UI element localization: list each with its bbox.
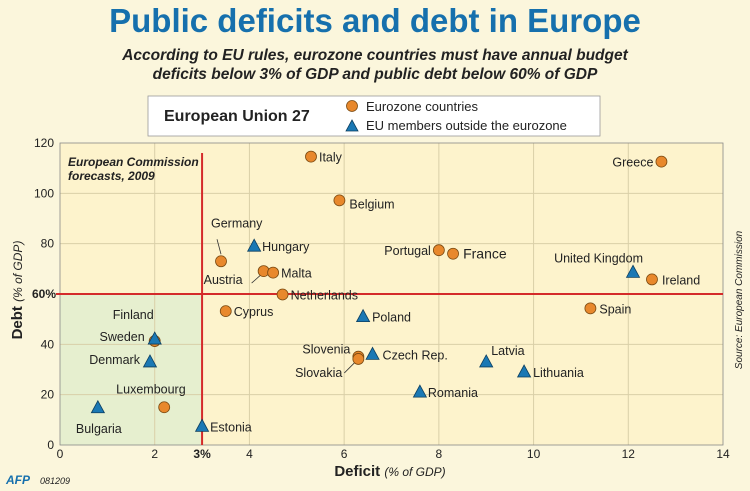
point-italy <box>305 150 317 163</box>
label-latvia: Latvia <box>491 344 524 358</box>
debt-threshold-label: 60% <box>32 287 56 301</box>
x-tick-label: 12 <box>622 447 636 461</box>
point-malta <box>267 266 280 279</box>
point-lithuania <box>516 364 532 378</box>
x-tick-label: 10 <box>527 447 541 461</box>
deficit-threshold-label: 3% <box>193 447 211 461</box>
compliant-zone <box>60 294 203 445</box>
legend-eurozone-marker <box>346 100 358 112</box>
label-czech-rep: Czech Rep. <box>383 348 448 362</box>
point-united-kingdom <box>625 264 641 278</box>
point-slovakia <box>352 353 365 365</box>
x-tick-label: 8 <box>436 447 443 461</box>
label-portugal: Portugal <box>384 244 431 258</box>
y-tick-label: 0 <box>47 438 54 452</box>
label-hungary: Hungary <box>262 240 310 254</box>
label-spain: Spain <box>599 302 631 316</box>
y-tick-label: 120 <box>34 136 54 150</box>
label-poland: Poland <box>372 311 411 325</box>
point-luxembourg <box>158 401 171 414</box>
point-estonia <box>194 418 210 432</box>
x-tick-label: 6 <box>341 447 348 461</box>
y-tick-label: 20 <box>41 388 55 402</box>
axis-ticks: 0 2 4 6 8 10 12 14 0 20 40 80 100 120 <box>34 136 730 461</box>
label-germany: Germany <box>211 216 263 230</box>
leader-slovakia <box>344 362 355 374</box>
label-greece: Greece <box>612 156 653 170</box>
y-tick-label: 80 <box>41 237 55 251</box>
point-sweden <box>147 331 162 345</box>
legend-eurozone-label: Eurozone countries <box>366 99 479 114</box>
point-denmark <box>142 354 158 368</box>
subtitle-line-2: deficits below 3% of GDP and public debt… <box>152 66 598 83</box>
legend-box <box>147 95 601 137</box>
point-cyprus <box>219 305 232 318</box>
label-leaders <box>216 239 355 374</box>
point-germany <box>215 255 227 268</box>
y-axis-unit: (% of GDP) <box>11 241 25 302</box>
x-tick-label: 2 <box>151 447 158 461</box>
point-czech-rep <box>365 346 380 360</box>
point-spain <box>584 302 597 315</box>
point-latvia <box>479 354 494 368</box>
y-axis-label: Debt <box>9 306 26 339</box>
y-tick-label: 40 <box>41 337 55 351</box>
label-austria: Austria <box>204 273 243 287</box>
label-united-kingdom: United Kingdom <box>554 251 643 265</box>
afp-logo: AFP <box>5 473 31 487</box>
point-france <box>447 247 459 260</box>
x-tick-label: 0 <box>57 447 64 461</box>
label-sweden: Sweden <box>100 330 145 344</box>
point-poland <box>355 308 371 323</box>
credit-code: 081209 <box>40 476 70 486</box>
label-cyprus: Cyprus <box>234 305 274 319</box>
subtitle: According to EU rules, eurozone countrie… <box>20 46 730 84</box>
label-luxembourg: Luxembourg <box>116 382 186 396</box>
y-axis-title: Debt (% of GDP) <box>9 241 26 340</box>
label-slovakia: Slovakia <box>295 366 342 380</box>
legend-group-title: European Union 27 <box>164 108 310 125</box>
leader-germany <box>216 239 222 255</box>
source-note: Source: European Commission <box>734 230 745 369</box>
label-ireland: Ireland <box>662 273 700 287</box>
label-slovenia: Slovenia <box>302 343 350 357</box>
x-tick-label: 4 <box>246 447 253 461</box>
point-romania <box>412 384 428 398</box>
point-portugal <box>432 244 445 257</box>
label-malta: Malta <box>281 267 312 281</box>
x-axis-title: Deficit (% of GDP) <box>334 463 445 480</box>
point-bulgaria <box>90 399 106 414</box>
data-labels: Italy Greece Belgium Portugal France Germany A… <box>76 151 700 436</box>
label-estonia: Estonia <box>210 420 252 434</box>
data-points <box>90 150 668 432</box>
label-netherlands: Netherlands <box>291 289 358 303</box>
legend: European Union 27 Eurozone countries EU … <box>147 95 601 137</box>
point-hungary <box>246 238 262 252</box>
label-bulgaria: Bulgaria <box>76 422 122 436</box>
x-axis-label: Deficit <box>334 463 380 480</box>
label-belgium: Belgium <box>349 197 394 211</box>
leader-austria <box>251 274 261 284</box>
point-belgium <box>333 194 346 207</box>
forecast-note-line-2: forecasts, 2009 <box>68 169 155 183</box>
legend-outside-marker <box>345 119 359 132</box>
x-axis-unit: (% of GDP) <box>384 465 445 479</box>
label-italy: Italy <box>319 151 343 165</box>
legend-outside-label: EU members outside the eurozone <box>366 118 567 133</box>
label-lithuania: Lithuania <box>533 366 584 380</box>
point-ireland <box>646 273 658 286</box>
label-romania: Romania <box>428 386 478 400</box>
subtitle-line-1: According to EU rules, eurozone countrie… <box>122 47 628 64</box>
page-title: Public deficits and debt in Europe <box>109 2 641 39</box>
y-tick-label: 100 <box>34 186 54 200</box>
forecast-note-line-1: European Commission <box>68 155 199 169</box>
x-tick-label: 14 <box>716 447 730 461</box>
label-france: France <box>463 246 507 262</box>
label-denmark: Denmark <box>89 353 140 367</box>
point-greece <box>655 155 668 168</box>
point-netherlands <box>276 288 289 301</box>
label-finland: Finland <box>113 308 154 322</box>
